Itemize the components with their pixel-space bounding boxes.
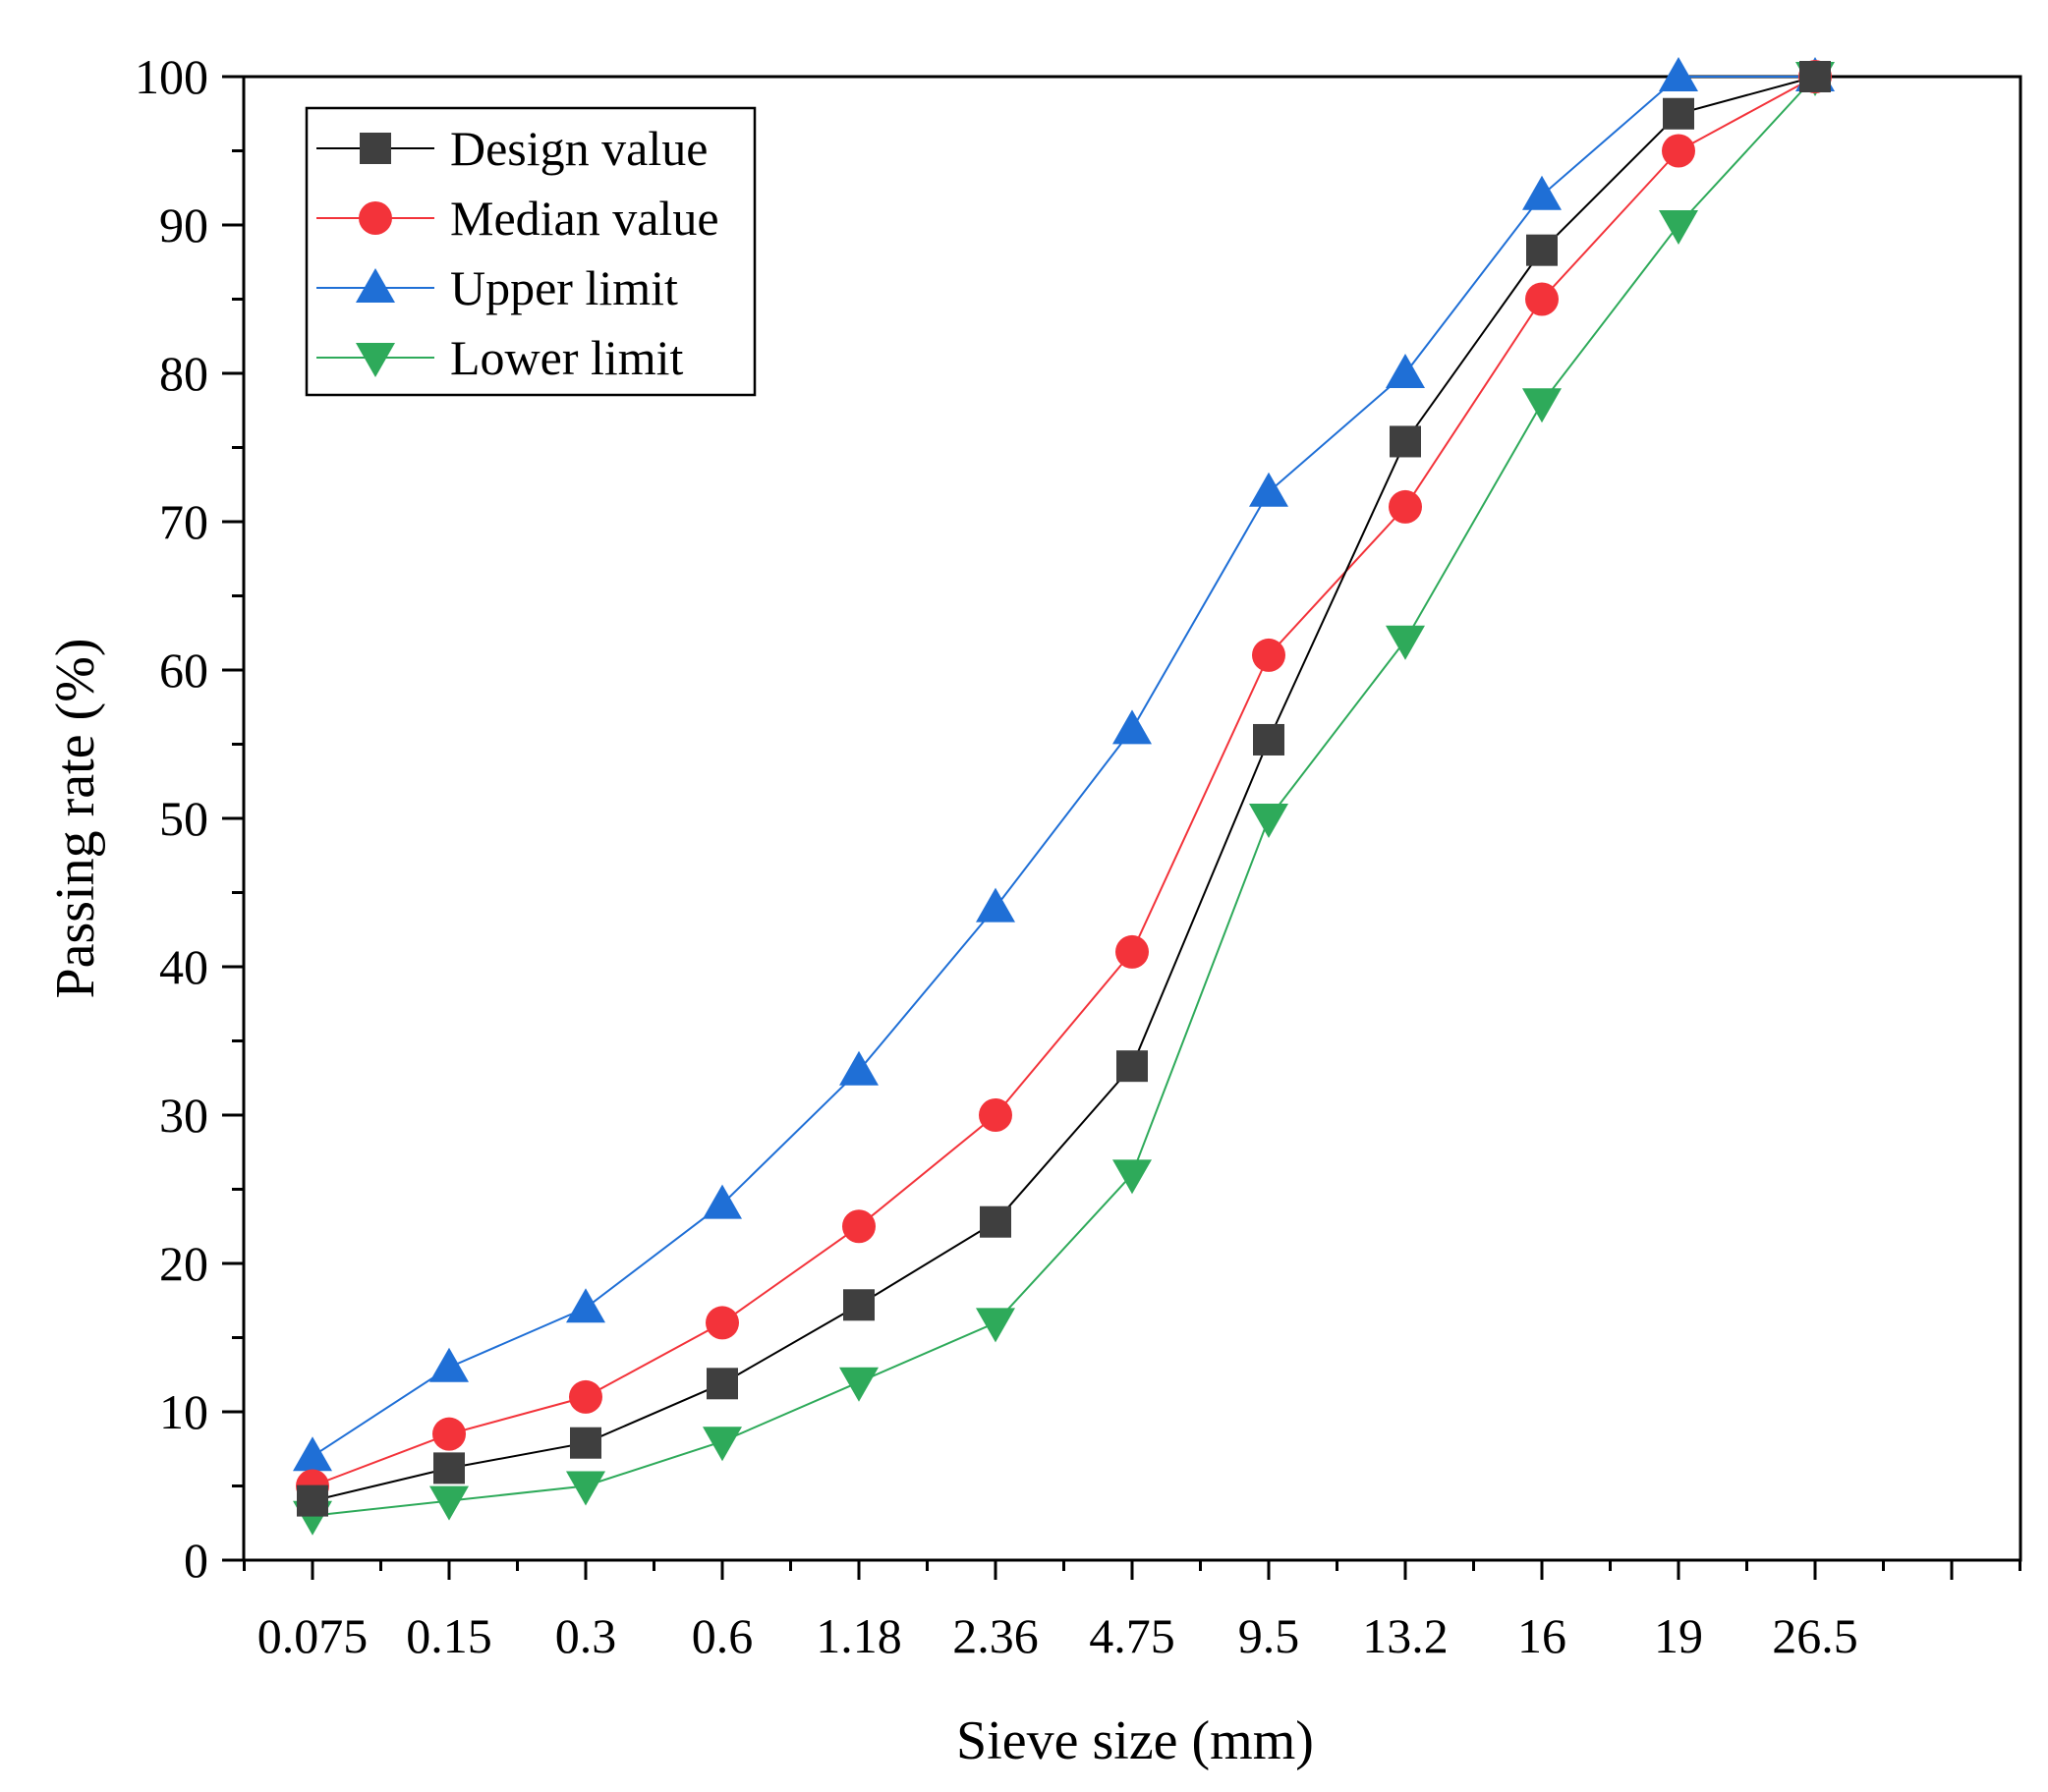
data-point <box>976 887 1015 923</box>
legend-item: Design value <box>316 121 708 176</box>
data-point <box>842 1209 876 1244</box>
legend-marker <box>359 201 392 235</box>
data-point <box>1249 804 1288 838</box>
x-axis-title: Sieve size (mm) <box>956 1710 1314 1771</box>
y-tick-label: 0 <box>184 1533 208 1588</box>
data-point <box>1526 234 1558 266</box>
legend-label: Design value <box>450 121 708 176</box>
x-tick-label: 0.3 <box>555 1608 617 1663</box>
data-point <box>1662 134 1695 168</box>
data-point <box>1253 723 1284 756</box>
data-point <box>1249 472 1288 507</box>
data-point <box>1386 625 1425 660</box>
data-point <box>1522 388 1562 423</box>
data-point <box>293 1436 332 1472</box>
data-point <box>433 1452 465 1484</box>
data-point <box>1386 354 1425 388</box>
y-tick-label: 20 <box>159 1236 208 1291</box>
legend-item: Median value <box>316 191 719 246</box>
data-point <box>1112 1159 1152 1195</box>
data-point <box>843 1289 875 1321</box>
data-point <box>566 1471 605 1506</box>
data-point <box>980 1205 1011 1238</box>
data-point <box>1799 61 1831 92</box>
data-point <box>429 1347 469 1382</box>
x-axis: 0.075 0.15 0.3 0.6 1.18 2.36 4.75 9.5 13.2 16 19 26… <box>243 1560 2021 1663</box>
data-point <box>1252 638 1285 672</box>
data-point <box>1389 489 1422 524</box>
x-tick-label: 0.075 <box>257 1608 369 1663</box>
y-tick-label: 60 <box>159 643 208 698</box>
legend-marker <box>356 343 395 377</box>
data-point <box>1116 1050 1148 1083</box>
x-tick-label: 19 <box>1654 1608 1703 1663</box>
data-point <box>1115 934 1149 969</box>
data-point <box>979 1098 1012 1132</box>
data-point <box>707 1368 738 1400</box>
x-tick-label: 0.6 <box>692 1608 754 1663</box>
legend-label: Median value <box>450 191 719 246</box>
x-tick-label: 9.5 <box>1238 1608 1300 1663</box>
data-point <box>839 1367 879 1402</box>
x-tick-label: 26.5 <box>1772 1608 1858 1663</box>
data-point <box>1522 175 1562 210</box>
x-tick-label: 1.18 <box>816 1608 902 1663</box>
legend-item: Lower limit <box>316 330 684 385</box>
legend-item: Upper limit <box>316 260 678 315</box>
data-point <box>703 1184 742 1219</box>
x-tick-label: 0.15 <box>406 1608 492 1663</box>
y-tick-label: 100 <box>135 49 208 104</box>
y-tick-label: 80 <box>159 346 208 401</box>
y-axis-title: Passing rate (%) <box>45 638 106 998</box>
y-tick-label: 30 <box>159 1088 208 1143</box>
data-point <box>1659 57 1698 91</box>
legend-label: Upper limit <box>450 260 678 315</box>
y-tick-label: 50 <box>159 791 208 846</box>
markers-design-value <box>297 61 1831 1517</box>
data-point <box>839 1050 879 1086</box>
data-point <box>566 1288 605 1323</box>
data-point <box>297 1484 328 1517</box>
series-line <box>312 76 1816 1487</box>
data-point <box>1659 210 1698 245</box>
series-line <box>312 76 1815 1458</box>
series-median-value <box>312 76 1816 1487</box>
data-point <box>429 1485 469 1521</box>
x-tick-label: 16 <box>1517 1608 1566 1663</box>
data-point <box>1112 709 1152 745</box>
data-point <box>1390 425 1421 458</box>
series-design-value <box>312 76 1816 1502</box>
data-point <box>703 1427 742 1462</box>
data-point <box>569 1379 602 1414</box>
y-axis: 0 10 20 30 40 50 60 70 80 90 100 <box>135 49 244 1588</box>
data-point <box>1663 97 1694 130</box>
data-point <box>706 1306 739 1340</box>
series-line <box>312 76 1816 1502</box>
y-tick-label: 10 <box>159 1384 208 1439</box>
x-tick-label: 2.36 <box>952 1608 1039 1663</box>
y-tick-label: 90 <box>159 197 208 252</box>
data-point <box>432 1417 466 1451</box>
legend: Design value Median value Upper limit Lower… <box>305 106 757 397</box>
data-point <box>1525 282 1559 316</box>
data-point <box>976 1308 1015 1343</box>
x-tick-label: 13.2 <box>1362 1608 1449 1663</box>
legend-marker <box>360 133 391 164</box>
series-lower-limit <box>312 76 1816 1517</box>
y-tick-label: 40 <box>159 939 208 994</box>
legend-label: Lower limit <box>450 330 684 385</box>
series-layer <box>293 57 1835 1536</box>
series-upper-limit <box>312 76 1815 1458</box>
data-point <box>570 1427 601 1459</box>
legend-marker <box>356 268 395 303</box>
series-line <box>312 76 1816 1517</box>
x-tick-label: 4.75 <box>1089 1608 1175 1663</box>
y-tick-label: 70 <box>159 494 208 549</box>
